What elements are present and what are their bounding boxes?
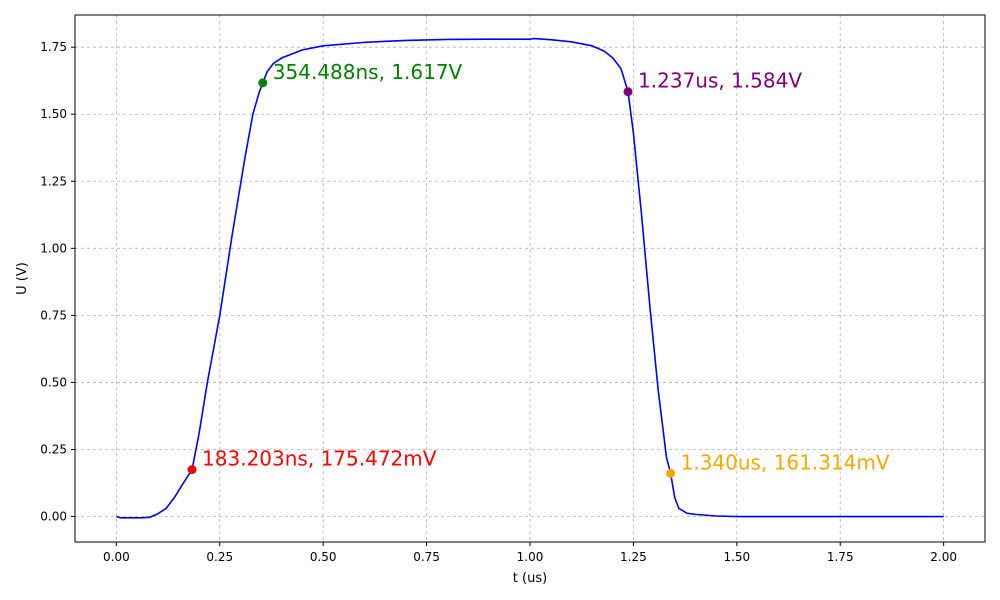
x-tick-label: 0.25	[206, 550, 233, 564]
x-tick-label: 1.75	[827, 550, 854, 564]
marker-label: 354.488ns, 1.617V	[273, 60, 463, 84]
x-tick-label: 0.50	[310, 550, 337, 564]
y-tick-label: 1.25	[40, 174, 67, 188]
marker-label: 183.203ns, 175.472mV	[202, 447, 437, 471]
marker-label: 1.237us, 1.584V	[638, 69, 802, 93]
x-tick-label: 2.00	[930, 550, 957, 564]
y-tick-label: 1.75	[40, 40, 67, 54]
y-tick-label: 0.75	[40, 308, 67, 322]
marker-point	[187, 465, 197, 475]
x-tick-label: 0.00	[103, 550, 130, 564]
y-tick-label: 1.50	[40, 107, 67, 121]
y-tick-label: 0.50	[40, 375, 67, 389]
x-tick-label: 1.50	[723, 550, 750, 564]
ticks: 0.00 0.25 0.50 0.75 1.00 1.25 1.50 1.75 2.00 0.00…	[40, 40, 957, 564]
y-tick-label: 0.00	[40, 510, 67, 524]
x-tick-label: 1.00	[517, 550, 544, 564]
marker-point	[666, 468, 676, 478]
grid	[75, 15, 985, 542]
x-axis-label: t (us)	[513, 571, 547, 586]
markers: 183.203ns, 175.472mV 354.488ns, 1.617V 1.2…	[187, 60, 890, 478]
y-axis-label: U (V)	[15, 262, 30, 295]
y-tick-label: 0.25	[40, 442, 67, 456]
marker-point	[258, 78, 268, 88]
marker-label: 1.340us, 161.314mV	[681, 450, 890, 474]
x-tick-label: 1.25	[620, 550, 647, 564]
marker-point	[623, 87, 633, 97]
x-tick-label: 0.75	[413, 550, 440, 564]
y-tick-label: 1.00	[40, 241, 67, 255]
